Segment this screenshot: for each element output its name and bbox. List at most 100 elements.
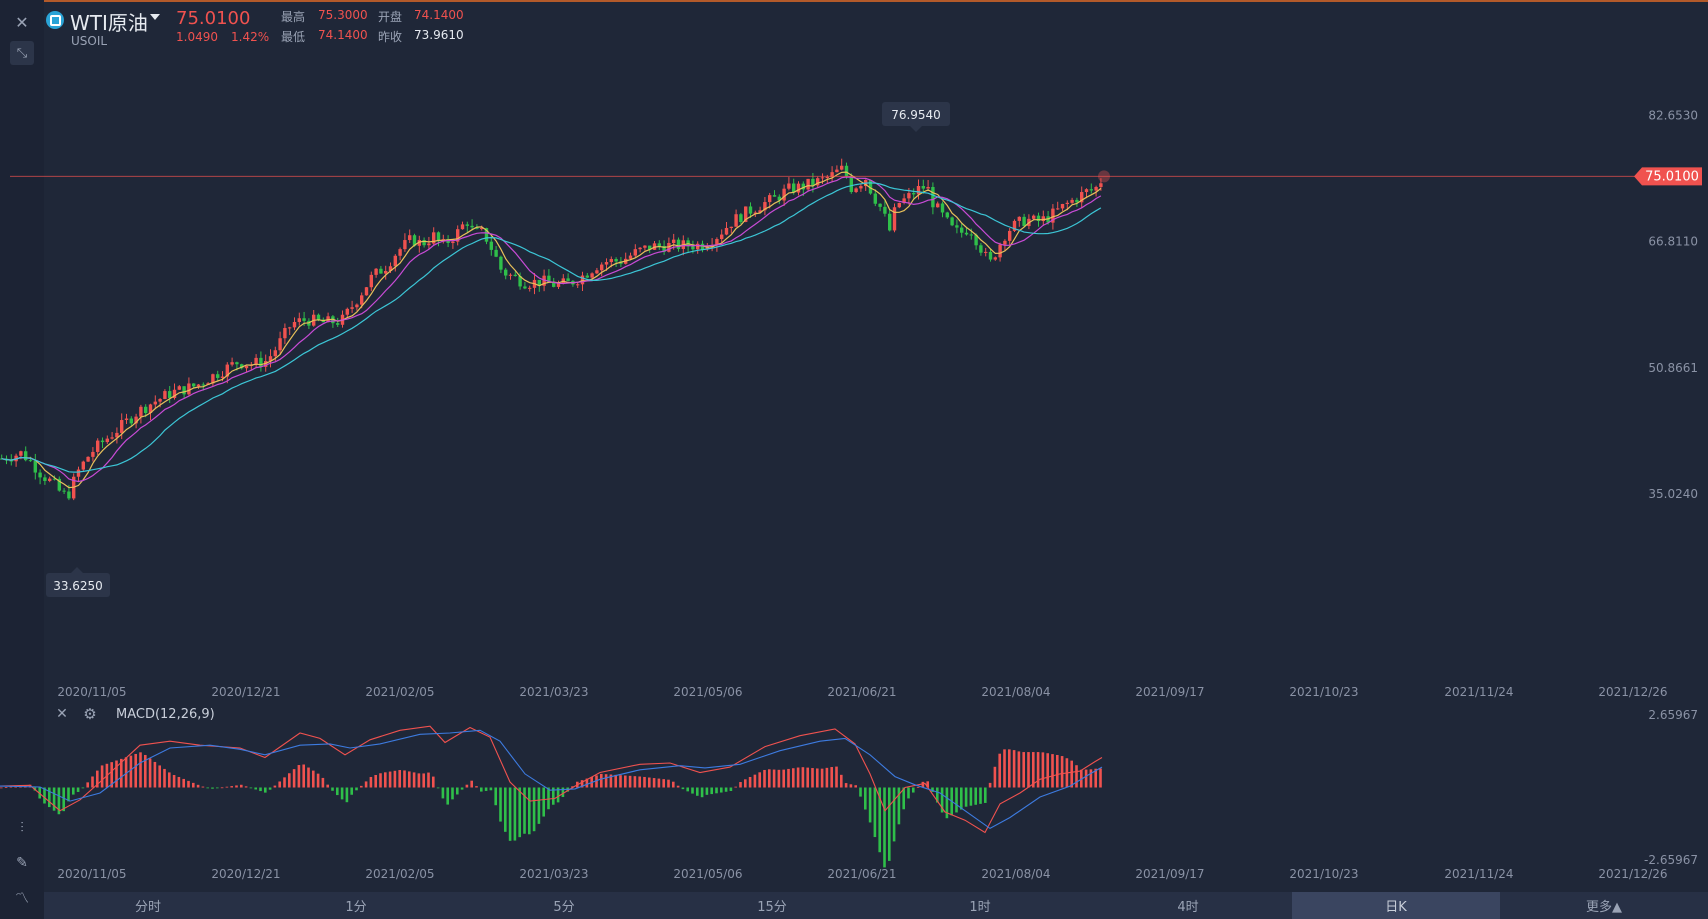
close-icon[interactable]: ✕ bbox=[15, 12, 29, 32]
candle-body bbox=[134, 416, 138, 424]
macd-histogram-bar bbox=[753, 774, 757, 788]
macd-histogram-bar bbox=[657, 778, 661, 788]
chevron-down-icon[interactable] bbox=[150, 14, 160, 20]
candle-body bbox=[964, 232, 969, 235]
tab-1hour[interactable]: 1时 bbox=[969, 900, 991, 915]
candle-body bbox=[436, 232, 441, 242]
symbol-name[interactable]: WTI原油 bbox=[70, 11, 148, 35]
macd-histogram-bar bbox=[316, 773, 320, 788]
open-label: 开盘 bbox=[378, 10, 403, 24]
candle-body bbox=[336, 323, 340, 325]
macd-histogram-bar bbox=[1046, 753, 1049, 788]
candle-body bbox=[225, 364, 229, 377]
min-price-callout bbox=[46, 573, 110, 597]
macd-histogram-bar bbox=[681, 787, 685, 790]
macd-histogram-bar bbox=[220, 787, 224, 789]
candle-body bbox=[936, 203, 940, 208]
candle-body bbox=[590, 273, 594, 278]
candle-body bbox=[854, 188, 858, 193]
macd-histogram-bar bbox=[235, 785, 238, 788]
candle-body bbox=[1003, 240, 1007, 245]
macd-histogram-bar bbox=[182, 778, 185, 788]
tab-1min[interactable]: 1分 bbox=[345, 900, 367, 915]
candle-body bbox=[604, 262, 609, 265]
macd-histogram-bar bbox=[422, 773, 425, 788]
macd-histogram-bar bbox=[633, 776, 637, 788]
tab-fenshi[interactable]: 分时 bbox=[134, 900, 161, 915]
macd-date-label: 2021/10/23 bbox=[1289, 867, 1358, 881]
candle-body bbox=[835, 169, 839, 173]
tab-5min[interactable]: 5分 bbox=[553, 900, 575, 915]
macd-histogram-bar bbox=[945, 787, 949, 819]
macd-histogram-bar bbox=[1075, 765, 1078, 788]
candle-body bbox=[1032, 215, 1036, 219]
tab-4hour[interactable]: 4时 bbox=[1177, 900, 1199, 915]
macd-histogram-bar bbox=[403, 770, 406, 788]
candle-body bbox=[268, 356, 273, 362]
candle-body bbox=[523, 286, 527, 289]
candle-body bbox=[820, 177, 825, 179]
macd-histogram-bar bbox=[787, 768, 790, 788]
price-axis-label: 35.0240 bbox=[1648, 487, 1698, 501]
candle-body bbox=[288, 327, 292, 329]
tab-daily[interactable]: 日K bbox=[1292, 892, 1500, 919]
draw-pen-icon[interactable]: ✎ bbox=[16, 855, 28, 871]
indicator-icon[interactable]: 〽 bbox=[15, 891, 29, 907]
macd-histogram-bar bbox=[120, 758, 123, 788]
candle-body bbox=[1075, 199, 1079, 203]
candle-body bbox=[672, 239, 676, 244]
macd-histogram-bar bbox=[427, 772, 430, 788]
candle-body bbox=[211, 374, 215, 384]
macd-histogram-bar bbox=[1099, 768, 1102, 788]
symbol-code: USOIL bbox=[71, 34, 108, 48]
macd-histogram-bar bbox=[1027, 752, 1030, 788]
macd-histogram-bar bbox=[355, 787, 358, 791]
macd-histogram-bar bbox=[9, 786, 13, 788]
candle-body bbox=[124, 418, 129, 421]
tab-15min[interactable]: 15分 bbox=[757, 900, 787, 915]
macd-histogram-bar bbox=[652, 778, 656, 788]
candle-body bbox=[1041, 216, 1045, 222]
candle-body bbox=[825, 177, 829, 179]
candle-body bbox=[537, 279, 541, 286]
candle-body bbox=[105, 438, 109, 443]
candle-body bbox=[849, 176, 853, 193]
macd-histogram-bar bbox=[96, 770, 99, 788]
macd-histogram-bar bbox=[993, 766, 997, 788]
candle-body bbox=[945, 212, 949, 218]
candle-body bbox=[1084, 189, 1089, 193]
macd-histogram-bar bbox=[523, 787, 526, 834]
macd-histogram-bar bbox=[1056, 754, 1059, 788]
macd-histogram-bar bbox=[1022, 752, 1025, 788]
macd-histogram-bar bbox=[460, 787, 464, 790]
candle-body bbox=[470, 225, 474, 228]
open-value: 74.1400 bbox=[414, 8, 464, 22]
candle-body bbox=[1056, 208, 1060, 210]
macd-histogram-bar bbox=[148, 758, 152, 788]
macd-histogram-bar bbox=[1060, 756, 1064, 788]
macd-histogram-bar bbox=[638, 776, 641, 788]
macd-histogram-bar bbox=[988, 782, 992, 788]
candle-body bbox=[916, 185, 921, 195]
indicator-close-icon[interactable]: ✕ bbox=[56, 706, 68, 722]
macd-histogram-bar bbox=[542, 787, 545, 817]
macd-histogram-bar bbox=[268, 787, 272, 790]
macd-histogram-bar bbox=[326, 784, 329, 788]
candle-body bbox=[422, 239, 426, 246]
collapse-icon[interactable]: ⤡ bbox=[10, 41, 34, 65]
candle-body bbox=[921, 185, 925, 189]
candle-body bbox=[518, 275, 522, 287]
candles-icon[interactable]: ⫶ bbox=[20, 820, 24, 836]
macd-histogram-bar bbox=[331, 787, 334, 791]
macd-histogram-bar bbox=[878, 787, 881, 853]
tab-more[interactable]: 更多▲ bbox=[1586, 900, 1622, 915]
indicator-settings-icon[interactable]: ⚙ bbox=[83, 705, 97, 723]
macd-date-label: 2021/11/24 bbox=[1444, 867, 1513, 881]
candle-body bbox=[763, 202, 767, 211]
macd-histogram-bar bbox=[672, 781, 675, 788]
min-price-callout-arrow bbox=[71, 567, 83, 573]
candle-body bbox=[552, 282, 556, 287]
macd-histogram-bar bbox=[1032, 752, 1035, 788]
chart-canvas[interactable]: 82.6530 66.8110 50.8661 35.0240 2.65967 -2.65… bbox=[0, 0, 1708, 892]
candle-body bbox=[979, 245, 983, 253]
